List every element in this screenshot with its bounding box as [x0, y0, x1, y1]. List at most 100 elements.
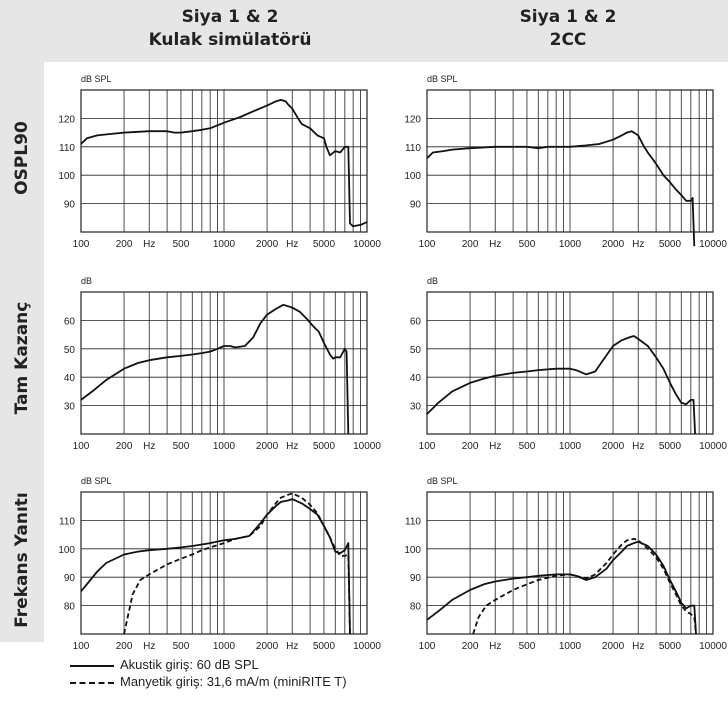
- y-axis-label: dB: [427, 276, 438, 286]
- y-tick-label: 40: [410, 373, 422, 384]
- column-title-line2: 2CC: [549, 30, 587, 50]
- x-tick-label: 10000: [353, 641, 381, 652]
- x-tick-label: 200: [116, 441, 133, 452]
- x-tick-label: Hz: [286, 641, 298, 652]
- x-tick-label: 100: [419, 641, 436, 652]
- plot-frame: [426, 291, 714, 435]
- x-tick-label: 5000: [313, 441, 336, 452]
- y-tick-label: 80: [64, 602, 76, 613]
- legend-label: Manyetik giriş: 31,6 mA/m (miniRITE T): [120, 674, 347, 689]
- x-tick-label: Hz: [286, 441, 298, 452]
- x-tick-label: 500: [173, 641, 190, 652]
- y-tick-label: 90: [64, 573, 76, 584]
- x-tick-label: Hz: [143, 441, 155, 452]
- x-tick-label: 100: [419, 441, 436, 452]
- x-tick-label: 100: [419, 239, 436, 250]
- x-tick-label: 1000: [213, 441, 236, 452]
- x-tick-label: Hz: [489, 239, 501, 250]
- x-tick-label: 1000: [559, 239, 582, 250]
- x-tick-label: 200: [462, 239, 479, 250]
- x-tick-label: 1000: [559, 641, 582, 652]
- x-tick-label: Hz: [489, 441, 501, 452]
- y-axis-label: dB: [81, 276, 92, 286]
- y-tick-label: 110: [405, 516, 421, 527]
- x-tick-label: 2000: [256, 641, 279, 652]
- x-tick-label: 2000: [256, 441, 279, 452]
- y-tick-label: 100: [58, 171, 75, 182]
- x-tick-label: 100: [73, 239, 90, 250]
- y-tick-label: 90: [64, 200, 76, 211]
- plot-frame: [426, 89, 714, 233]
- x-tick-label: 200: [116, 239, 133, 250]
- y-tick-label: 100: [404, 171, 421, 182]
- column-title-line1: Siya 1 & 2: [519, 7, 617, 27]
- y-tick-label: 110: [59, 143, 75, 154]
- x-tick-label: 1000: [559, 441, 582, 452]
- y-axis-label: dB SPL: [427, 476, 458, 486]
- x-tick-label: 2000: [602, 641, 625, 652]
- x-tick-label: 5000: [313, 641, 336, 652]
- x-tick-label: Hz: [489, 641, 501, 652]
- legend-dashed-line-swatch: [70, 682, 114, 684]
- series-line-acoustic: [80, 303, 350, 435]
- y-tick-label: 30: [410, 402, 422, 413]
- plot-frame: [80, 491, 368, 635]
- plot-frame: [426, 491, 714, 635]
- column-title-ear-simulator: Siya 1 & 2 Kulak simülatörü: [80, 6, 380, 52]
- series-line-acoustic: [426, 540, 697, 635]
- x-tick-label: Hz: [286, 239, 298, 250]
- y-tick-label: 60: [64, 316, 76, 327]
- x-tick-label: 100: [73, 441, 90, 452]
- x-tick-label: 500: [173, 239, 190, 250]
- y-axis-label: dB SPL: [81, 476, 112, 486]
- series-line-acoustic: [426, 335, 696, 435]
- y-tick-label: 50: [64, 345, 76, 356]
- x-tick-label: 500: [519, 641, 536, 652]
- column-title-line2: Kulak simülatörü: [148, 30, 312, 50]
- x-tick-label: 10000: [699, 441, 727, 452]
- x-tick-label: 500: [519, 441, 536, 452]
- series-line-acoustic: [80, 99, 368, 228]
- series-line-magnetic: [123, 492, 351, 635]
- series-line-magnetic: [472, 538, 697, 635]
- row-label-bar: [0, 62, 44, 642]
- x-tick-label: 10000: [699, 239, 727, 250]
- x-tick-label: 2000: [602, 239, 625, 250]
- legend-label: Akustik giriş: 60 dB SPL: [120, 657, 259, 672]
- x-tick-label: 10000: [353, 441, 381, 452]
- series-line-acoustic: [80, 498, 351, 635]
- y-tick-label: 80: [410, 602, 422, 613]
- x-tick-label: 2000: [602, 441, 625, 452]
- x-tick-label: 200: [116, 641, 133, 652]
- plot-frame: [80, 89, 368, 233]
- x-tick-label: 5000: [659, 239, 682, 250]
- x-tick-label: Hz: [632, 441, 644, 452]
- x-tick-label: 200: [462, 441, 479, 452]
- y-axis-label: dB SPL: [81, 74, 112, 84]
- x-tick-label: 10000: [699, 641, 727, 652]
- y-tick-label: 110: [405, 143, 421, 154]
- x-tick-label: 200: [462, 641, 479, 652]
- y-tick-label: 30: [64, 402, 76, 413]
- x-tick-label: 2000: [256, 239, 279, 250]
- y-tick-label: 90: [410, 200, 422, 211]
- y-tick-label: 110: [59, 516, 75, 527]
- y-tick-label: 100: [404, 545, 421, 556]
- column-title-line1: Siya 1 & 2: [181, 7, 279, 27]
- y-tick-label: 120: [404, 114, 421, 125]
- x-tick-label: 500: [519, 239, 536, 250]
- y-tick-label: 100: [58, 545, 75, 556]
- x-tick-label: Hz: [632, 641, 644, 652]
- column-title-2cc: Siya 1 & 2 2CC: [418, 6, 718, 52]
- y-tick-label: 40: [64, 373, 76, 384]
- x-tick-label: 10000: [353, 239, 381, 250]
- y-tick-label: 60: [410, 316, 422, 327]
- x-tick-label: Hz: [143, 641, 155, 652]
- x-tick-label: 5000: [313, 239, 336, 250]
- x-tick-label: 5000: [659, 641, 682, 652]
- plot-frame: [80, 291, 368, 435]
- y-axis-label: dB SPL: [427, 74, 458, 84]
- x-tick-label: 500: [173, 441, 190, 452]
- column-header-bar: Siya 1 & 2 Kulak simülatörü Siya 1 & 2 2…: [0, 0, 728, 62]
